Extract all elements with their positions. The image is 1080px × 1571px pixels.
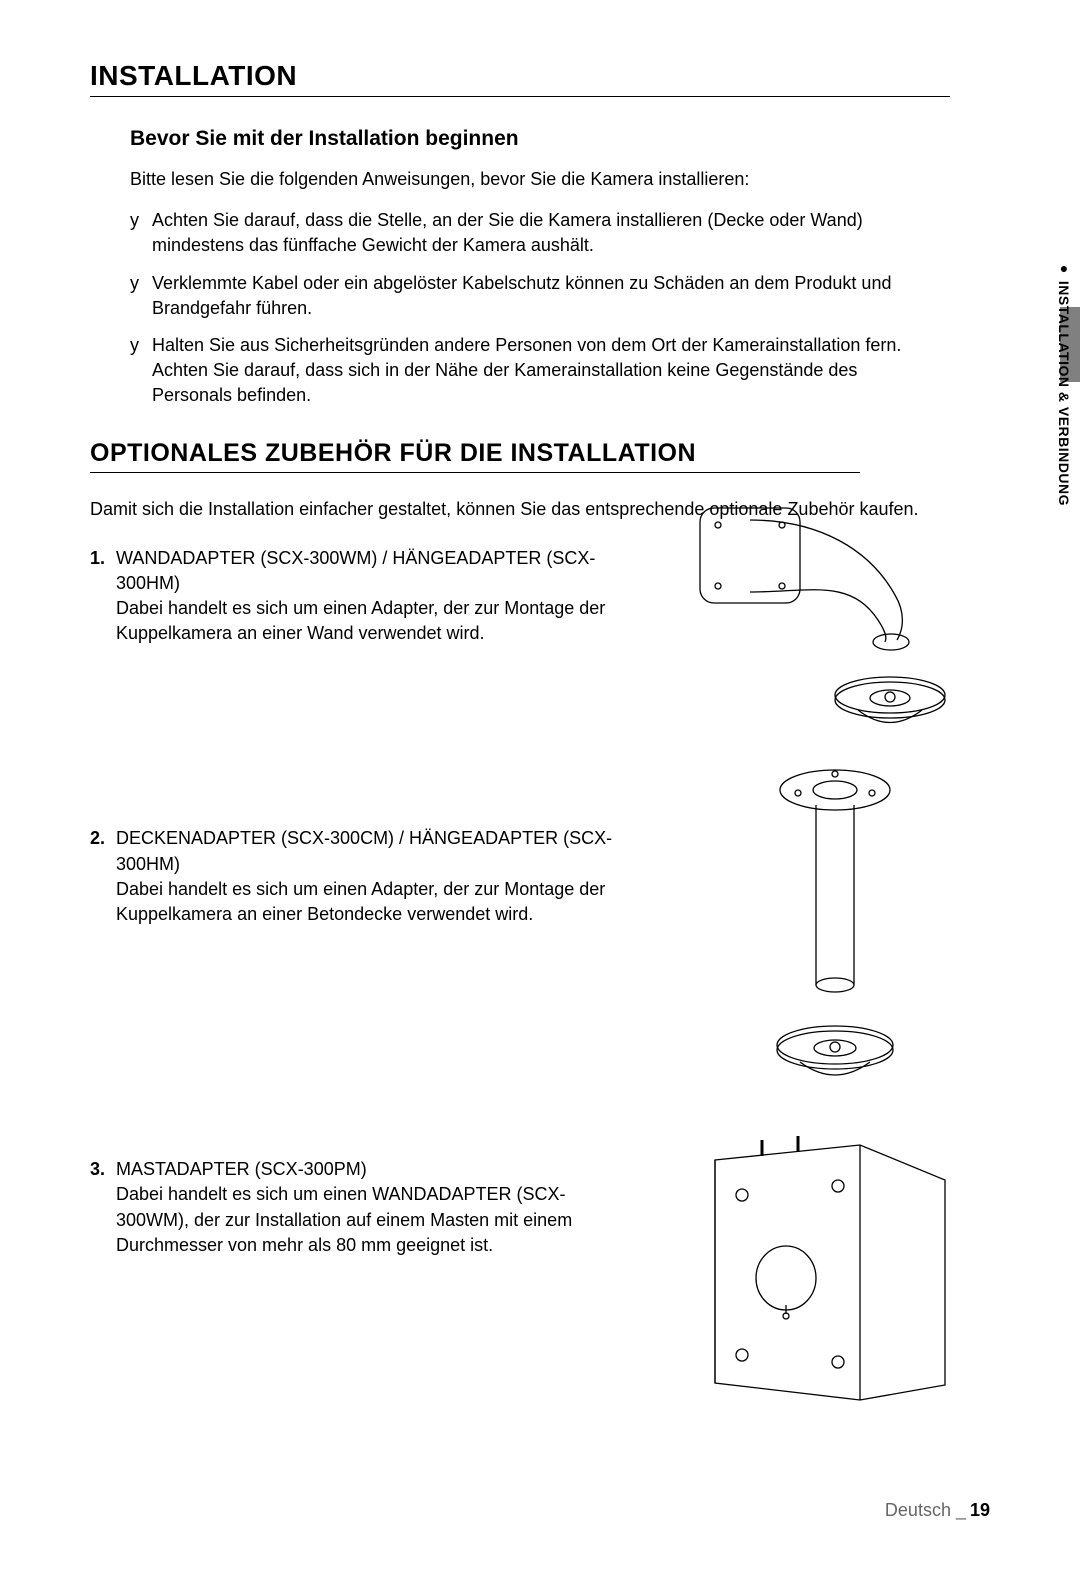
footer-page-number: 19 [970,1500,990,1520]
item-desc: Dabei handelt es sich um einen WANDADAPT… [116,1182,616,1258]
wall-adapter-figure [690,500,980,750]
bullet-text: Achten Sie darauf, dass die Stelle, an d… [152,208,930,258]
item-number: 2. [90,826,116,927]
bullet-mark: y [130,271,152,321]
bullet-item: y Verklemmte Kabel oder ein abgelöster K… [130,271,930,321]
item-number: 1. [90,546,116,647]
bullet-mark: y [130,333,152,409]
bullet-text: Halten Sie aus Sicherheitsgründen andere… [152,333,930,409]
ceiling-adapter-figure [710,760,960,1100]
bullet-text: Verklemmte Kabel oder ein abgelöster Kab… [152,271,930,321]
mast-adapter-figure [690,1130,980,1410]
section-tab-label: ● INSTALLATION & VERBINDUNG [1056,260,1072,506]
section1-intro: Bitte lesen Sie die folgenden Anweisunge… [130,167,890,192]
item-label: MASTADAPTER (SCX-300PM) [116,1159,367,1179]
section1-bullets: y Achten Sie darauf, dass die Stelle, an… [130,208,930,408]
chapter-title: INSTALLATION [90,60,950,97]
section-tab: ● INSTALLATION & VERBINDUNG [1048,260,1080,570]
footer-language: Deutsch _ [885,1500,966,1520]
section2-title: OPTIONALES ZUBEHÖR FÜR DIE INSTALLATION [90,439,860,473]
item-desc: Dabei handelt es sich um einen Adapter, … [116,877,616,927]
bullet-mark: y [130,208,152,258]
section1-title: Bevor Sie mit der Installation beginnen [130,127,990,151]
item-desc: Dabei handelt es sich um einen Adapter, … [116,596,616,646]
item-number: 3. [90,1157,116,1258]
item-label: WANDADAPTER (SCX-300WM) / HÄNGEADAPTER (… [116,548,595,593]
bullet-item: y Achten Sie darauf, dass die Stelle, an… [130,208,930,258]
section-before-install: Bevor Sie mit der Installation beginnen … [90,127,990,409]
bullet-item: y Halten Sie aus Sicherheitsgründen ande… [130,333,930,409]
page-footer: Deutsch _19 [885,1500,990,1521]
item-label: DECKENADAPTER (SCX-300CM) / HÄNGEADAPTER… [116,828,612,873]
